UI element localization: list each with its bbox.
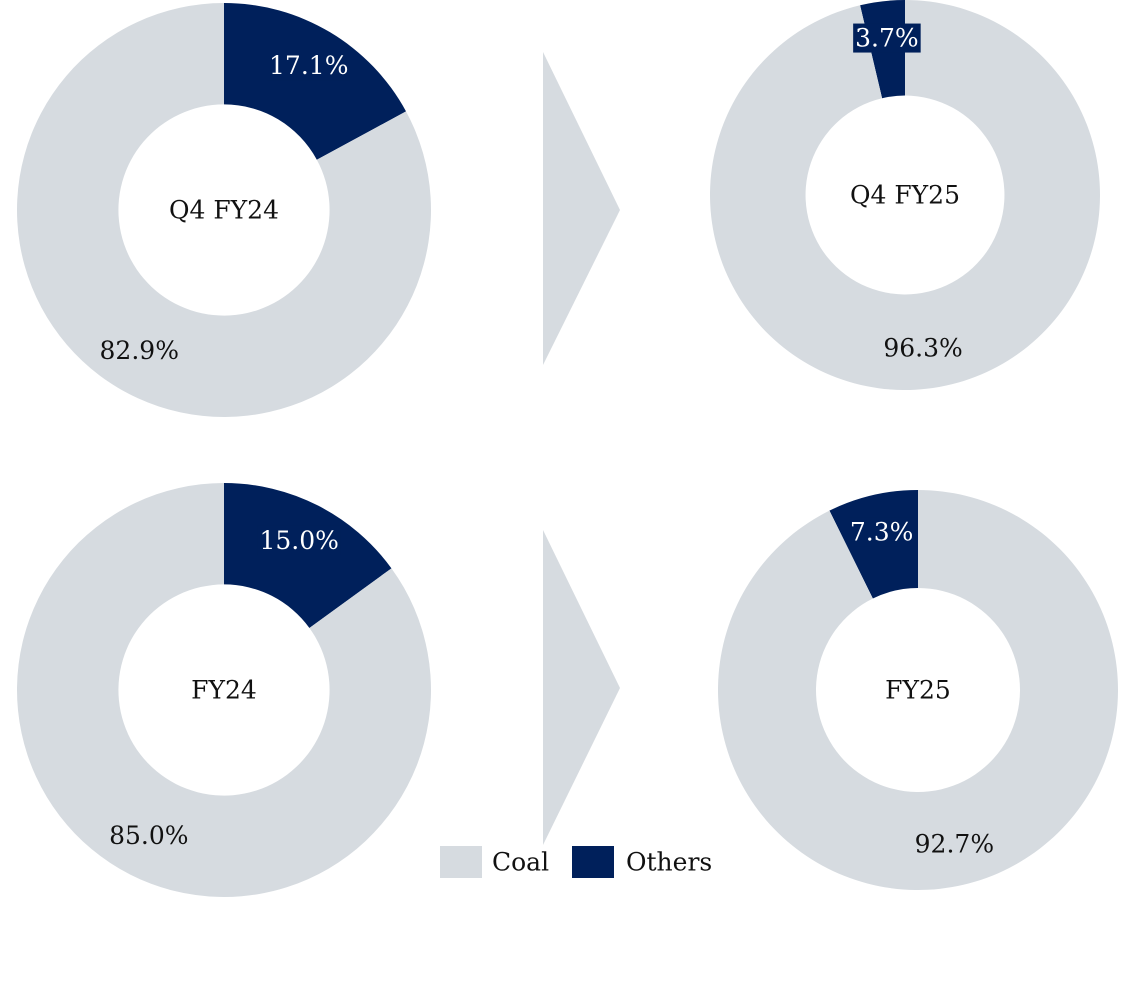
- donut-slice: [224, 483, 392, 628]
- chart-title: Q4 FY24: [169, 196, 279, 225]
- data-label: 92.7%: [915, 829, 994, 858]
- chart-title: FY24: [191, 676, 257, 705]
- legend-label: Coal: [492, 848, 549, 877]
- data-label: 96.3%: [883, 333, 962, 362]
- data-label: 82.9%: [100, 336, 179, 365]
- label-background: [257, 525, 341, 555]
- data-label: 3.7%: [855, 24, 919, 53]
- arrow: [543, 530, 620, 845]
- donut-slice: [710, 0, 1100, 391]
- label-background: [853, 23, 921, 53]
- donut-slice: [17, 3, 432, 417]
- label-background: [267, 51, 351, 81]
- legend-label: Others: [626, 848, 712, 877]
- legend-swatch: [572, 846, 614, 878]
- donut-slice: [224, 3, 407, 160]
- data-label: 7.3%: [850, 518, 914, 547]
- data-label: 85.0%: [109, 821, 188, 850]
- data-label: 15.0%: [259, 526, 338, 555]
- label-background: [847, 517, 916, 547]
- arrow: [543, 52, 620, 365]
- donut-slice: [16, 483, 431, 897]
- chart-title: Q4 FY25: [850, 181, 960, 210]
- legend-swatch: [440, 846, 482, 878]
- donut-slice: [717, 490, 1118, 890]
- data-label: 17.1%: [269, 51, 348, 80]
- chart-title: FY25: [885, 676, 951, 705]
